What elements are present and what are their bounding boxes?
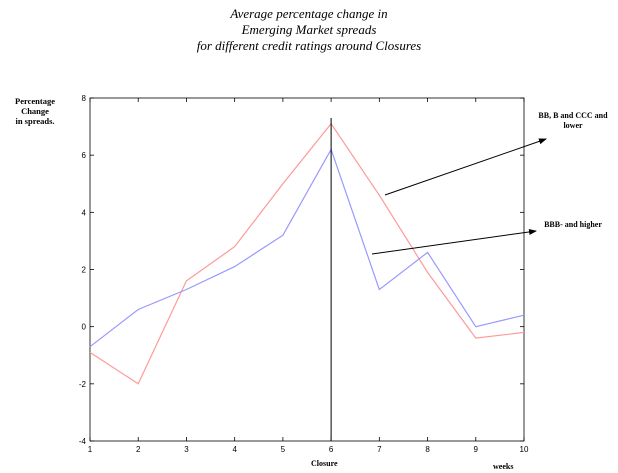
x-tick-label: 7	[377, 445, 382, 454]
x-tick-label: 5	[281, 445, 286, 454]
y-axis-label: Percentage Change in spreads.	[4, 96, 66, 126]
plot-frame	[89, 97, 525, 442]
annotation-high-rating-line-1: BBB- and higher	[544, 220, 602, 229]
x-axis-unit-label: weeks	[493, 462, 514, 471]
chart-title-line-1: Average percentage change in	[230, 6, 388, 21]
y-tick-label: 6	[82, 151, 87, 160]
arrow-low-rating	[384, 138, 547, 196]
annotation-high-rating: BBB- and higher	[530, 220, 616, 230]
annotation-low-rating-line-2: lower	[563, 121, 583, 130]
y-tick-label: -4	[79, 437, 87, 446]
x-tick-label: 9	[474, 445, 479, 454]
x-tick-label: 3	[184, 445, 189, 454]
series-lines	[89, 122, 525, 385]
annotation-low-rating-line-1: BB, B and CCC and	[538, 111, 608, 120]
axis-ticks: -4 -2 0 2 4 6 8 1 2 3 4 5 6 7 8 9 10	[79, 94, 529, 454]
y-axis-label-line-3: in spreads.	[15, 116, 55, 126]
chart-title-line-3: for different credit ratings around Clos…	[196, 38, 422, 53]
y-axis-label-line-2: Change	[21, 106, 49, 116]
series-line-1	[89, 122, 525, 385]
y-axis-label-line-1: Percentage	[15, 96, 55, 106]
series-line-2	[89, 147, 525, 348]
y-tick-label: 0	[82, 323, 87, 332]
chart-title-line-2: Emerging Market spreads	[241, 22, 377, 37]
y-tick-label: 2	[82, 266, 87, 275]
annotation-low-rating: BB, B and CCC and lower	[530, 111, 616, 131]
x-tick-label: 10	[520, 445, 529, 454]
x-axis-label: Closure	[311, 459, 338, 468]
x-tick-label: 2	[136, 445, 141, 454]
x-tick-label: 8	[425, 445, 430, 454]
x-tick-label: 6	[329, 445, 334, 454]
y-tick-label: -2	[79, 380, 87, 389]
arrow-high-rating	[371, 229, 537, 255]
x-tick-label: 4	[232, 445, 237, 454]
x-tick-label: 1	[88, 445, 93, 454]
y-tick-label: 4	[82, 208, 87, 217]
y-tick-label: 8	[82, 94, 87, 103]
chart-title: Average percentage change in Emerging Ma…	[0, 6, 618, 54]
